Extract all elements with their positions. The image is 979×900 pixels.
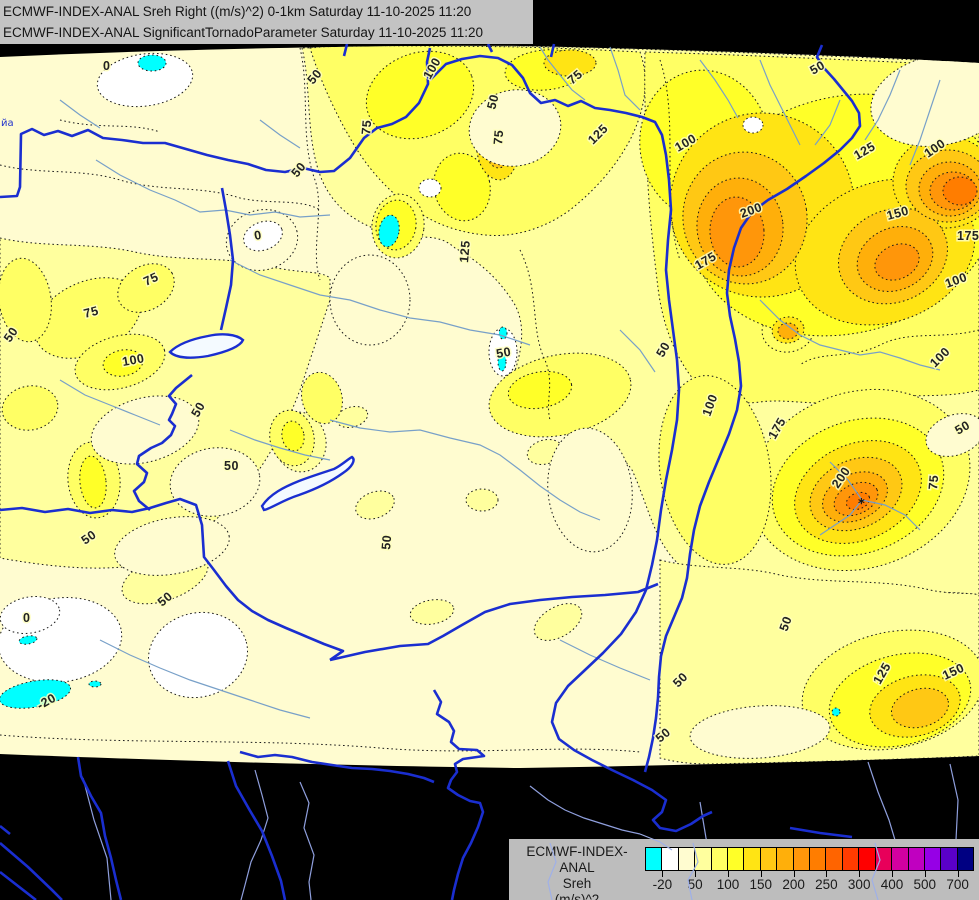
contour-label: 50 — [224, 459, 239, 473]
colorbar-cell — [743, 847, 761, 871]
legend-text: ECMWF-INDEX-ANAL Sreh (m/s)^2 — [509, 844, 645, 900]
contour-label: 75 — [82, 304, 100, 321]
colorbar-cell — [923, 847, 942, 871]
colorbar-tick — [924, 871, 926, 877]
max-marker: * — [858, 497, 865, 512]
colorbar-tick-label: 250 — [815, 877, 838, 892]
colorbar-cell — [858, 847, 876, 871]
lake-neusiedl — [168, 333, 245, 359]
legend-units: (m/s)^2 — [554, 892, 600, 900]
colorbar-cell — [792, 847, 811, 871]
colorbar-cell — [710, 847, 729, 871]
streams — [59, 46, 941, 719]
colorbar-cell — [677, 847, 696, 871]
legend: ECMWF-INDEX-ANAL Sreh (m/s)^2 -20 50 100 15… — [509, 839, 979, 900]
colorbar-cell — [891, 847, 909, 871]
colorbar-cell — [776, 847, 794, 871]
colorbar-tick-label: 300 — [847, 877, 871, 892]
colorbar-tick — [728, 871, 729, 877]
contour-label: 75 — [926, 474, 941, 490]
contour-label: 125 — [457, 240, 473, 263]
colorbar-tick — [793, 871, 795, 877]
contour-label: 100 — [121, 351, 145, 369]
colorbar-cell — [694, 847, 712, 871]
city-label-fragment: йa — [1, 118, 14, 129]
contour-label: 50 — [379, 534, 394, 550]
colorbar-tick — [760, 871, 762, 877]
loose-contour-lines — [0, 47, 979, 753]
colorbar-tick — [662, 871, 664, 877]
colorbar-cell — [841, 847, 860, 871]
rivers-borders — [0, 43, 862, 900]
colorbar-tick — [892, 871, 893, 877]
colorbar-cell — [907, 847, 925, 871]
title-bar: ECMWF-INDEX-ANAL Sreh Right ((m/s)^2) 0-… — [0, 0, 533, 44]
colorbar-tick-label: 400 — [880, 877, 904, 892]
legend-source: ECMWF-INDEX-ANAL — [526, 844, 628, 875]
contour-label: 175 — [957, 229, 979, 243]
colorbar-tick-label: 200 — [782, 877, 805, 892]
contour-label: 50 — [495, 345, 512, 361]
colorbar — [645, 847, 975, 871]
colorbar-cell — [825, 847, 843, 871]
colorbar-cell — [956, 847, 975, 871]
colorbar-cell — [809, 847, 827, 871]
contour-label: 50 — [484, 93, 501, 111]
contour-label: 75 — [491, 129, 506, 145]
colorbar-cell — [874, 847, 893, 871]
title-line-2: ECMWF-INDEX-ANAL SignificantTornadoParam… — [3, 25, 483, 40]
lake-balaton — [260, 455, 355, 512]
contour-label: 0 — [23, 611, 30, 625]
colorbar-tick-label: 100 — [716, 877, 740, 892]
filled-contours — [0, 45, 979, 769]
legend-parameter: Sreh — [562, 876, 592, 891]
colorbar-cell — [940, 847, 958, 871]
colorbar-cell — [645, 847, 663, 871]
colorbar-tick-label: -20 — [652, 877, 673, 892]
colorbar-tick-label: 700 — [946, 877, 969, 892]
title-line-1: ECMWF-INDEX-ANAL Sreh Right ((m/s)^2) 0-… — [3, 4, 472, 19]
colorbar-tick-label: 500 — [913, 877, 937, 892]
colorbar-cell — [727, 847, 745, 871]
colorbar-tick-label: 150 — [749, 877, 773, 892]
contour-label: 0 — [103, 59, 110, 73]
colorbar-tick — [859, 871, 861, 877]
contour-label: 50 — [777, 614, 795, 633]
colorbar-tick — [957, 871, 959, 877]
colorbar-tick — [826, 871, 828, 877]
colorbar-cell — [759, 847, 778, 871]
colorbar-cell — [661, 847, 679, 871]
contour-label: 75 — [359, 119, 374, 135]
